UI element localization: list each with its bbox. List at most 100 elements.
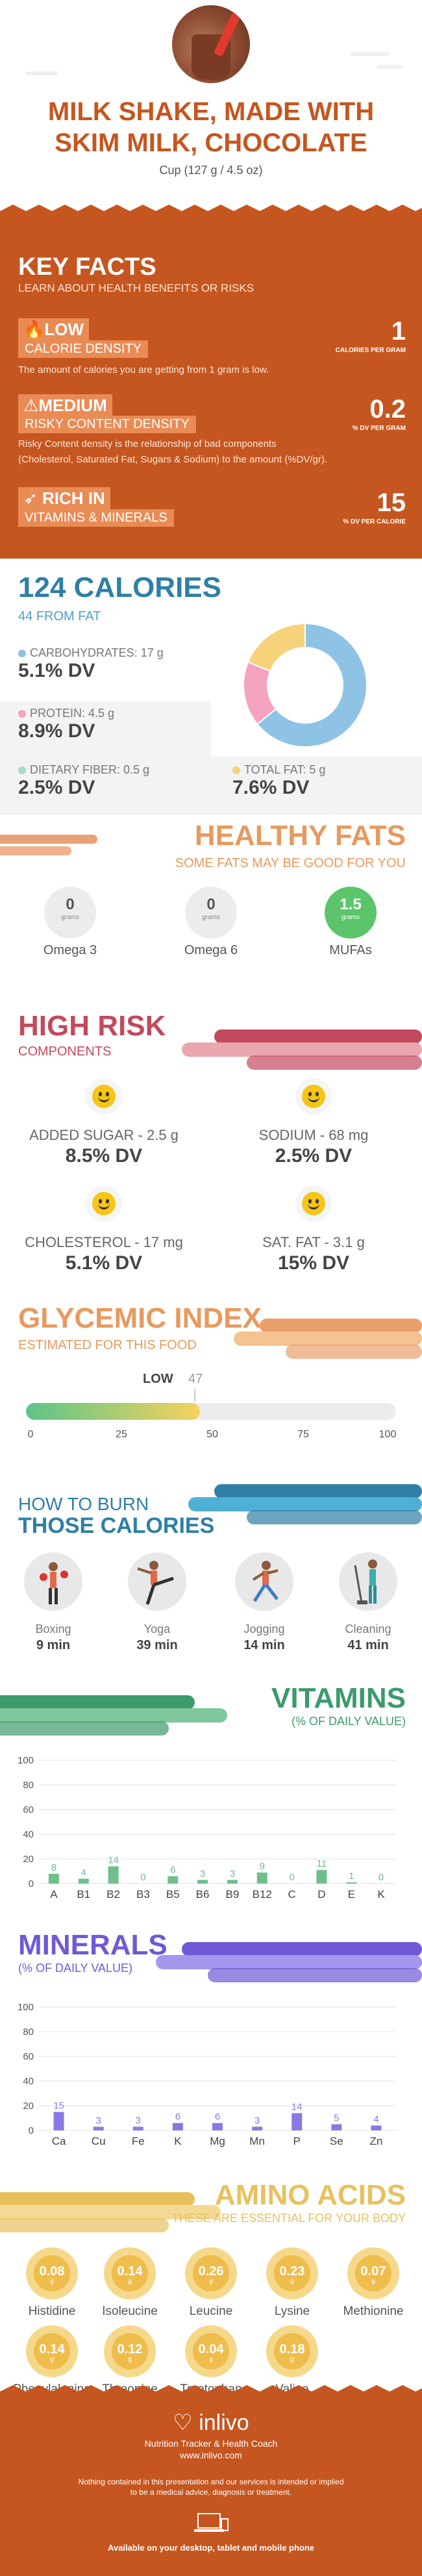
- smiley-icon: [295, 1078, 332, 1115]
- vitamin-category-label: B2: [106, 1888, 120, 1900]
- burn-title-2: THOSE CALORIES: [18, 1513, 215, 1538]
- vitamin-category-label: A: [50, 1888, 58, 1900]
- amino-circle-histidine: 0.08 g: [26, 2247, 78, 2299]
- decor-stripe: [156, 1955, 422, 1969]
- flame-icon: 🔥: [23, 320, 45, 339]
- vitamin-category-label: C: [288, 1888, 295, 1900]
- amino-circle-isoleucine: 0.14 g: [104, 2247, 156, 2299]
- mineral-ytick: 80: [23, 2027, 34, 2038]
- smiley-icon: [295, 1185, 332, 1222]
- amino-unit: g: [209, 2278, 213, 2285]
- amino-unit: g: [50, 2278, 54, 2285]
- omega6-unit: grams: [202, 914, 220, 921]
- mufa-unit: grams: [341, 914, 360, 921]
- amino-unit: g: [50, 2356, 54, 2363]
- vitamin-category-label: K: [377, 1888, 385, 1900]
- amino-name: Lysine: [274, 2305, 310, 2318]
- amino-circle-threonine: 0.12 g: [104, 2325, 156, 2377]
- mineral-ytick: 0: [29, 2125, 34, 2136]
- decor-stripe: [188, 1497, 422, 1511]
- mufa-circle: 1.5 grams: [325, 887, 377, 939]
- fat-dot: [232, 766, 240, 775]
- yoga-min: 39 min: [136, 1638, 178, 1652]
- vitamin-ytick: 80: [23, 1780, 34, 1791]
- mineral-value-label: 3: [136, 2115, 141, 2126]
- mineral-bar-ca: [53, 2112, 64, 2130]
- decor-dash: [377, 65, 403, 69]
- mineral-category-label: Mn: [249, 2135, 265, 2147]
- mineral-bar-p: [292, 2113, 303, 2130]
- cholesterol-dv: 5.1% DV: [65, 1252, 143, 1274]
- donut-slice-carbohydrates: [256, 622, 367, 748]
- high-risk-title: HIGH RISK: [18, 1010, 166, 1042]
- mineral-category-label: K: [174, 2135, 182, 2147]
- decor-stripe: [0, 2218, 169, 2232]
- amino-circle-valine: 0.18 g: [266, 2325, 318, 2377]
- protein-dv: 8.9% DV: [18, 720, 95, 742]
- decor-stripe: [214, 1029, 422, 1044]
- vitamin-bar-a: [48, 1873, 59, 1884]
- decor-stripe: [260, 1319, 422, 1333]
- calorie-density-desc: The amount of calories you are getting f…: [18, 364, 269, 375]
- amino-value: 0.14: [117, 2264, 143, 2279]
- rich-in-value: 15: [377, 488, 406, 517]
- amino-value: 0.23: [279, 2264, 305, 2279]
- amino-name: Histidine: [28, 2305, 76, 2318]
- vitamin-bar-e: [346, 1882, 357, 1884]
- footer: ♡ inlivo Nutrition Tracker & Health Coac…: [0, 2397, 422, 2576]
- decor-stripe: [0, 1708, 227, 1723]
- decor-stripe: [0, 1695, 195, 1710]
- vitamin-ytick: 40: [23, 1829, 34, 1840]
- healthy-fats-title: HEALTHY FATS: [194, 820, 406, 852]
- vitamin-value-label: 8: [51, 1862, 56, 1873]
- vitamin-value-label: 3: [230, 1868, 235, 1879]
- footer-brand: inlivo: [199, 2410, 249, 2435]
- decor-stripe: [182, 1042, 422, 1057]
- protein-block: PROTEIN: 4.5 g 8.9% DV: [0, 701, 211, 757]
- glycemic-marker: [194, 1389, 195, 1402]
- vitamins-title: VITAMINS: [271, 1682, 406, 1714]
- vitamin-category-label: B6: [196, 1888, 210, 1900]
- risky-density-level: ⚠MEDIUM: [18, 394, 112, 417]
- cholesterol-label: CHOLESTEROL - 17 mg: [25, 1234, 183, 1250]
- fiber-block: DIETARY FIBER: 0.5 g 2.5% DV: [0, 757, 214, 815]
- omega3-name: Omega 3: [43, 943, 97, 957]
- decor-stripe: [208, 1968, 422, 1982]
- cleaning-name: Cleaning: [345, 1623, 391, 1635]
- boxing-name: Boxing: [35, 1623, 71, 1635]
- minerals-title: MINERALS: [18, 1929, 168, 1961]
- footer-url[interactable]: www.inlivo.com: [180, 2450, 242, 2460]
- carbs-block: CARBOHYDRATES: 17 g 5.1% DV: [0, 646, 221, 698]
- mineral-value-label: 3: [95, 2115, 101, 2126]
- vitamin-ytick: 100: [18, 1755, 34, 1766]
- amino-value: 0.08: [39, 2264, 65, 2279]
- fat-block: TOTAL FAT: 5 g 7.6% DV: [214, 757, 422, 815]
- amino-circle-methionine: 0.07 g: [347, 2247, 399, 2299]
- mineral-bar-mg: [212, 2123, 223, 2130]
- mineral-category-label: Se: [330, 2135, 343, 2147]
- decor-stripe: [286, 1345, 422, 1359]
- omega3-circle: 0 grams: [44, 887, 96, 939]
- amino-unit: g: [128, 2278, 132, 2285]
- fiber-label: DIETARY FIBER: 0.5 g: [30, 763, 150, 776]
- vitamin-bar-b6: [197, 1880, 208, 1884]
- healthy-fats-subtitle: SOME FATS MAY BE GOOD FOR YOU: [175, 856, 406, 870]
- calorie-density-value: 1: [391, 317, 406, 346]
- smiley-icon: [86, 1078, 122, 1115]
- fiber-dv: 2.5% DV: [18, 777, 95, 798]
- key-facts-subtitle: LEARN ABOUT HEALTH BENEFITS OR RISKS: [18, 282, 254, 294]
- mineral-bar-se: [331, 2124, 342, 2130]
- amino-value: 0.04: [198, 2342, 224, 2356]
- protein-label: PROTEIN: 4.5 g: [30, 707, 115, 720]
- vitamin-value-label: 6: [170, 1865, 175, 1876]
- footer-available: Available on your desktop, tablet and mo…: [107, 2543, 315, 2553]
- zigzag-bottom: [0, 2385, 422, 2398]
- donut-slice-total-fat: [247, 622, 306, 672]
- minerals-chart: 0 20 40 60 80 100 15 Ca 3 Cu 3 Fe 6 K 6 Mg 3 Mn 14 P 5 Se 4 Zn: [18, 2002, 396, 2147]
- mineral-ytick: 20: [23, 2101, 34, 2112]
- high-risk-subtitle: COMPONENTS: [18, 1044, 112, 1059]
- serving-size: Cup (127 g / 4.5 oz): [159, 164, 263, 177]
- heart-logo-icon: ♡: [173, 2410, 193, 2435]
- vitamin-bar-b2: [108, 1866, 119, 1884]
- rich-in-tag: ➶ RICH IN: [18, 487, 110, 510]
